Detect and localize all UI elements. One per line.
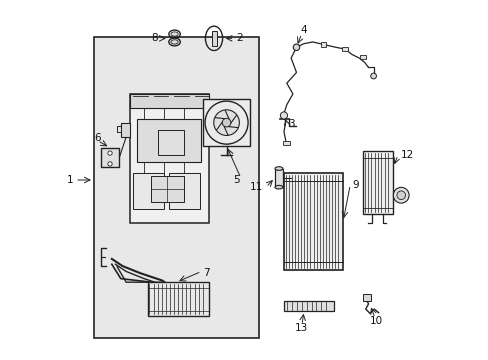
Bar xyxy=(129,94,208,108)
Text: 8: 8 xyxy=(151,33,158,43)
Bar xyxy=(320,42,325,46)
Bar xyxy=(359,55,365,59)
Circle shape xyxy=(222,118,230,127)
Ellipse shape xyxy=(274,167,282,170)
Text: 9: 9 xyxy=(351,180,358,190)
Bar xyxy=(362,294,370,301)
Circle shape xyxy=(370,73,376,79)
Bar xyxy=(94,37,258,338)
Bar xyxy=(133,173,163,209)
Text: 1: 1 xyxy=(66,175,73,185)
Bar xyxy=(203,99,249,146)
Circle shape xyxy=(392,187,408,203)
Circle shape xyxy=(108,162,112,166)
Bar xyxy=(362,151,392,214)
Circle shape xyxy=(108,151,112,155)
Text: 6: 6 xyxy=(94,133,101,143)
Text: 10: 10 xyxy=(369,316,382,325)
Bar xyxy=(101,148,119,167)
Circle shape xyxy=(396,191,405,199)
Text: 4: 4 xyxy=(300,25,306,35)
Text: 12: 12 xyxy=(400,150,413,160)
Bar xyxy=(284,173,343,270)
Bar xyxy=(151,176,183,202)
Text: 13: 13 xyxy=(295,323,308,333)
Circle shape xyxy=(213,110,239,135)
Bar xyxy=(147,282,208,316)
Text: 11: 11 xyxy=(250,182,263,192)
Bar xyxy=(158,130,183,155)
Bar xyxy=(274,168,282,187)
Bar xyxy=(137,119,201,162)
Bar xyxy=(129,94,208,223)
Text: 5: 5 xyxy=(233,175,240,185)
Text: 2: 2 xyxy=(236,33,243,43)
Bar xyxy=(284,301,333,311)
Circle shape xyxy=(293,44,299,50)
Ellipse shape xyxy=(171,32,178,36)
Bar xyxy=(121,123,129,137)
Bar xyxy=(283,140,290,145)
Circle shape xyxy=(280,112,287,119)
Ellipse shape xyxy=(171,40,178,44)
Bar xyxy=(211,31,216,45)
Text: 3: 3 xyxy=(287,119,294,129)
Ellipse shape xyxy=(274,185,282,189)
Text: 7: 7 xyxy=(203,268,209,278)
Bar xyxy=(341,47,347,51)
Bar xyxy=(169,173,199,209)
